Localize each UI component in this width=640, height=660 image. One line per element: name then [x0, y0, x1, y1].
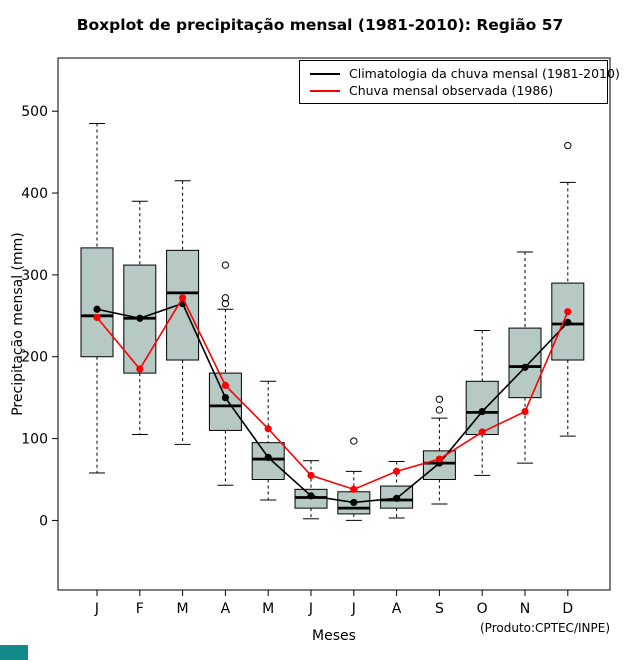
observed-point — [350, 485, 358, 493]
x-tick-label: A — [392, 601, 402, 617]
chart-title: Boxplot de precipitação mensal (1981-201… — [76, 16, 564, 34]
y-tick-label: 100 — [21, 432, 48, 448]
observed-point — [478, 428, 486, 436]
climatology-point — [393, 494, 401, 502]
climatology-point — [221, 394, 229, 402]
x-tick-label: J — [94, 601, 99, 617]
x-tick-label: M — [262, 601, 274, 617]
climatology-point — [521, 363, 529, 371]
chart-legend: Climatologia da chuva mensal (1981-2010)… — [299, 60, 620, 104]
x-tick-label: J — [308, 601, 313, 617]
legend-item-climatology: Climatologia da chuva mensal (1981-2010) — [310, 65, 620, 82]
x-tick-label: N — [520, 601, 530, 617]
climatology-point — [350, 498, 358, 507]
outlier-point — [435, 406, 444, 414]
climatology-point — [564, 318, 572, 326]
x-tick-label: J — [351, 601, 356, 617]
boxplot-box — [251, 442, 285, 481]
observed-point — [435, 455, 443, 463]
x-tick-label: A — [221, 601, 231, 617]
y-tick-label: 300 — [21, 268, 48, 284]
observed-point — [179, 294, 187, 302]
outlier-point — [564, 141, 572, 150]
boxplot-box — [208, 372, 242, 431]
outlier-point — [221, 294, 230, 302]
observed-point — [564, 308, 572, 316]
y-tick-label: 0 — [39, 513, 48, 529]
plot-frame — [57, 57, 611, 591]
climatology-point — [307, 492, 315, 500]
observed-point — [264, 425, 272, 433]
x-tick-label: S — [435, 601, 444, 617]
y-tick-label: 200 — [21, 350, 48, 366]
observed-point — [136, 365, 144, 373]
legend-line-climatology-icon — [310, 72, 340, 75]
observed-point — [221, 381, 229, 389]
outlier-point — [221, 261, 230, 269]
climatology-line — [96, 302, 569, 504]
outlier-point — [221, 299, 230, 308]
climatology-point — [478, 407, 486, 416]
x-tick-label: O — [477, 601, 488, 617]
legend-label-observed: Chuva mensal observada (1986) — [349, 83, 554, 98]
climatology-point — [136, 314, 144, 322]
observed-point — [393, 467, 401, 475]
corner-accent-mark — [0, 645, 28, 660]
x-axis-label: Meses — [312, 628, 356, 644]
y-axis-label: Precipitação mensal (mm) — [10, 232, 26, 416]
climatology-point — [93, 305, 101, 313]
observed-point — [521, 407, 529, 416]
x-tick-label: M — [177, 601, 189, 617]
climatology-point — [264, 453, 272, 462]
legend-label-climatology: Climatologia da chuva mensal (1981-2010) — [349, 66, 620, 81]
observed-point — [307, 471, 315, 480]
x-tick-label: D — [562, 601, 573, 617]
legend-item-observed: Chuva mensal observada (1986) — [310, 82, 601, 99]
outlier-point — [435, 395, 444, 403]
observed-point — [93, 313, 101, 322]
product-credit: (Produto:CPTEC/INPE) — [480, 621, 610, 635]
legend-line-observed-icon — [310, 89, 340, 92]
outlier-point — [350, 437, 358, 445]
boxplot-box — [80, 247, 114, 358]
observed-line — [96, 296, 569, 491]
x-tick-label: F — [136, 601, 144, 617]
y-tick-label: 400 — [21, 186, 48, 202]
y-tick-label: 500 — [21, 104, 48, 120]
